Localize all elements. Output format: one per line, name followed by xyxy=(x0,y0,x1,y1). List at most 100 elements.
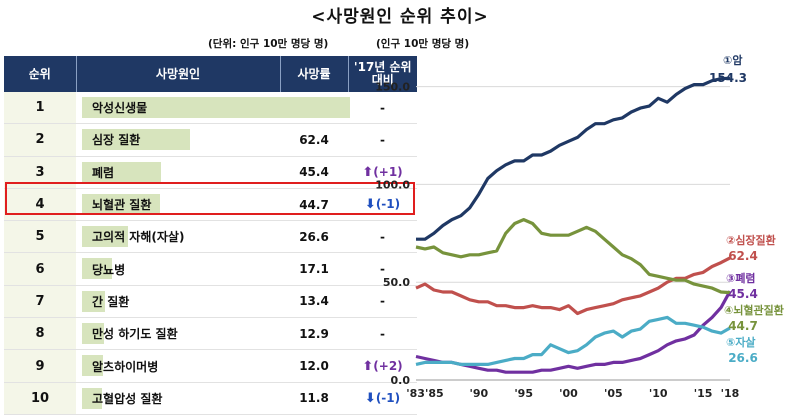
x-tick-label: '83'85 xyxy=(406,387,443,400)
down-arrow-icon: ⬇ xyxy=(364,197,376,213)
change-value: (-1) xyxy=(375,390,401,405)
rank-cell: 4 xyxy=(4,188,76,222)
series-name-label: ⑤자살 xyxy=(726,335,756,349)
rate-bar xyxy=(82,97,350,118)
cause-name: 간 질환 xyxy=(92,294,130,309)
series-value-label: 45.4 xyxy=(728,287,758,301)
rate-cell: 12.9 xyxy=(280,317,349,351)
rank-cell: 10 xyxy=(4,382,76,415)
cause-cell: 고혈압성 질환 xyxy=(76,382,281,415)
series-value-label: 154.3 xyxy=(709,71,747,85)
rank-cell: 8 xyxy=(4,317,76,351)
header-cause: 사망원인 xyxy=(76,56,281,92)
rate-cell: 13.4 xyxy=(280,285,349,319)
table-body: 1악성신생물154.3-2심장 질환62.4-3폐렴45.4⬆(+1)4뇌혈관 … xyxy=(4,92,418,415)
rate-cell: 44.7 xyxy=(280,188,349,222)
series-value-label: 26.6 xyxy=(728,351,758,365)
cause-cell: 간 질환 xyxy=(76,285,281,319)
up-arrow-icon: ⬆ xyxy=(362,164,374,180)
rate-bar xyxy=(82,193,160,215)
table-row: 4 뇌혈관 질환 44.7 ⬇(-1) xyxy=(4,188,418,222)
change-cell: - xyxy=(348,123,418,157)
series-name-label: ④뇌혈관질환 xyxy=(724,303,784,317)
x-tick-label: '90 xyxy=(469,387,488,400)
change-value: (+1) xyxy=(373,164,403,179)
x-tick-label: '10 xyxy=(649,387,668,400)
series-line xyxy=(415,315,731,366)
change-value: (+2) xyxy=(373,358,403,373)
change-cell: - xyxy=(348,285,418,319)
rate-bar xyxy=(82,226,129,248)
header-rate: 사망률 xyxy=(280,56,349,92)
cause-name: 폐렴 xyxy=(92,165,115,180)
cause-name: 당뇨병 xyxy=(92,262,126,277)
change-value: - xyxy=(380,132,385,147)
y-tick-label: 150.0 xyxy=(375,81,410,94)
cause-name: 뇌혈관 질환 xyxy=(92,198,152,213)
chart-unit-note: (인구 10만 명당 명) xyxy=(376,38,470,50)
table-row: 10 고혈압성 질환 11.8 ⬇(-1) xyxy=(4,382,418,415)
x-tick-label: '00 xyxy=(559,387,578,400)
header-change: '17년 순위 대비 xyxy=(348,56,418,92)
change-cell: - xyxy=(348,220,418,254)
change-cell: - xyxy=(348,317,418,351)
rate-bar xyxy=(82,387,103,409)
rank-cell: 7 xyxy=(4,285,76,319)
cause-name: 고혈압성 질환 xyxy=(92,391,163,406)
table-header-row: 순위 사망원인 사망률 '17년 순위 대비 xyxy=(4,56,418,92)
table-row: 7 간 질환 13.4 - xyxy=(4,285,418,319)
cause-name: 알츠하이머병 xyxy=(92,359,159,374)
rate-cell: 26.6 xyxy=(280,220,349,254)
rate-bar xyxy=(82,129,191,151)
cause-name: 심장 질환 xyxy=(92,133,141,148)
rate-cell: 62.4 xyxy=(280,123,349,157)
cause-cell: 만성 하기도 질환 xyxy=(76,317,281,351)
cause-cell: 폐렴 xyxy=(76,156,281,189)
series-line xyxy=(415,256,731,316)
series-name-label: ①암 xyxy=(723,54,742,67)
rate-cell: 12.0 xyxy=(280,349,349,383)
rate-bar xyxy=(82,161,161,183)
cause-cell: 뇌혈관 질환 xyxy=(76,188,281,222)
change-value: (-1) xyxy=(375,197,401,212)
rank-cell: 5 xyxy=(4,220,76,254)
change-cell: - xyxy=(348,252,418,286)
trend-line-chart: 0.0 50.0 100.0 150.0 '83'85 '90 '95 '00 '05 '10 '1… xyxy=(375,54,784,400)
rate-cell: 11.8 xyxy=(280,382,349,415)
cause-name: 만성 하기도 질환 xyxy=(92,327,178,342)
death-cause-rank-table: 순위 사망원인 사망률 '17년 순위 대비 1악성신생물154.3-2심장 질… xyxy=(4,56,418,415)
rate-bar xyxy=(82,290,106,312)
header-rank: 순위 xyxy=(4,56,77,92)
cause-name: 악성신생물 xyxy=(92,101,148,116)
up-arrow-icon: ⬆ xyxy=(362,358,374,374)
rank-cell: 1 xyxy=(4,92,76,125)
x-tick-label: '15 xyxy=(694,387,713,400)
cause-cell: 고의적 자해(자살) xyxy=(76,220,281,254)
series-name-label: ③폐렴 xyxy=(726,271,756,285)
table-row: 1악성신생물154.3- xyxy=(4,92,418,125)
table-row: 6 당뇨병 17.1 - xyxy=(4,252,418,286)
series-value-label: 44.7 xyxy=(728,319,758,333)
change-cell: ⬇(-1) xyxy=(348,188,418,222)
series-name-label: ②심장질환 xyxy=(726,233,776,247)
table-row: 9 알츠하이머병 12.0 ⬆(+2) xyxy=(4,349,418,383)
series-value-label: 62.4 xyxy=(728,249,758,263)
rate-cell: 17.1 xyxy=(280,252,349,286)
down-arrow-icon: ⬇ xyxy=(364,390,376,406)
rate-bar xyxy=(82,323,105,345)
table-row: 2 심장 질환 62.4 - xyxy=(4,123,418,157)
rank-cell: 9 xyxy=(4,349,76,383)
change-cell: - xyxy=(348,92,418,125)
header-change-label: '17년 순위 대비 xyxy=(353,60,412,87)
x-tick-label: '05 xyxy=(604,387,623,400)
table-row: 3 폐렴 45.4 ⬆(+1) xyxy=(4,156,418,189)
cause-cell: 알츠하이머병 xyxy=(76,349,281,383)
table-unit-note: (단위: 인구 10만 명당 명) xyxy=(208,38,329,50)
rank-cell: 3 xyxy=(4,156,76,189)
rate-bar xyxy=(82,258,112,280)
table-row: 5 고의적 자해(자살) 26.6 - xyxy=(4,220,418,254)
rate-cell: 45.4 xyxy=(280,156,349,189)
page-title: <사망원인 순위 추이> xyxy=(311,7,489,27)
x-tick-label: '18 xyxy=(721,387,740,400)
change-value: - xyxy=(380,229,385,244)
